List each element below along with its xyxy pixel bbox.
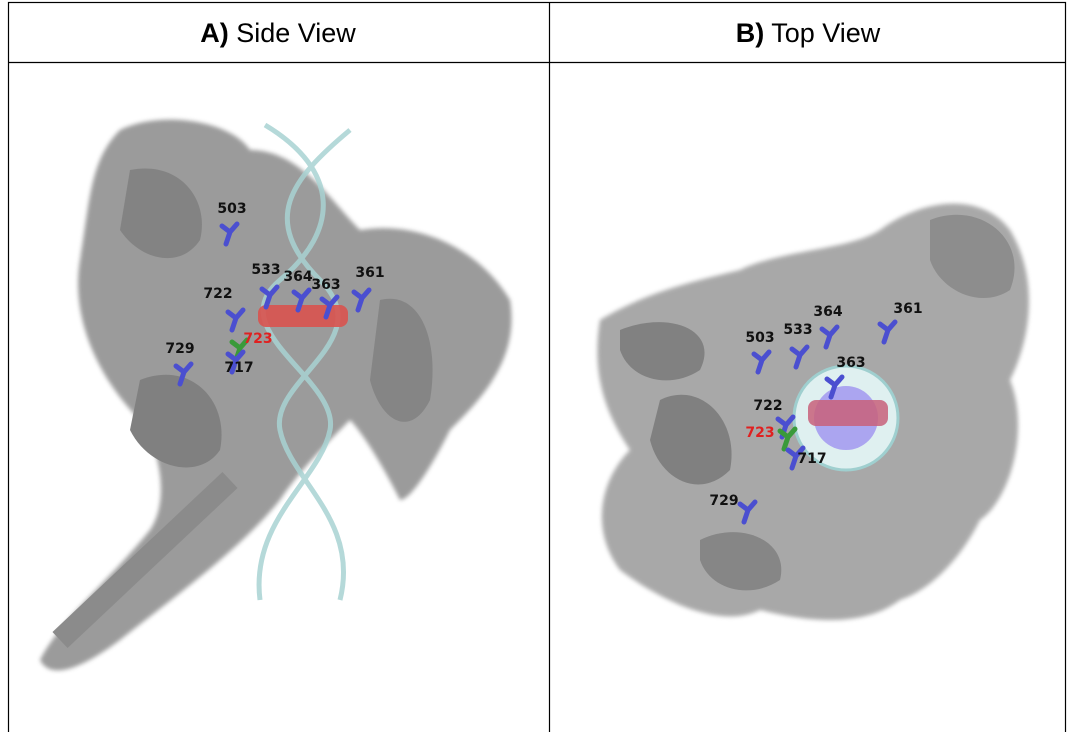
residue-stick (225, 307, 246, 333)
residue-stick (173, 361, 194, 387)
panel-header: B) Top View (736, 18, 881, 48)
residue-label: 363 (311, 277, 340, 293)
residue-stick (737, 499, 758, 525)
panel-letter: B) (736, 18, 765, 48)
residue-label: 717 (224, 360, 253, 376)
residue-label: 729 (165, 341, 194, 357)
panel-title: Side View (236, 18, 356, 48)
table-border (7, 1, 1067, 732)
residue-stick (259, 284, 280, 310)
residue-stick (319, 294, 340, 320)
residue-label: 364 (813, 304, 842, 320)
residue-stick (777, 426, 798, 452)
residue-label: 717 (797, 451, 826, 467)
residue-label: 503 (745, 330, 774, 346)
residue-label: 723 (243, 331, 272, 347)
panel-title: Top View (771, 18, 881, 48)
ligand (808, 400, 888, 426)
residue-stick (819, 324, 840, 350)
residue-label: 363 (836, 355, 865, 371)
residue-stick (291, 287, 312, 313)
residue-label: 364 (283, 269, 312, 285)
residue-stick (225, 349, 246, 375)
residue-label: 722 (203, 286, 232, 302)
protein-side-view (40, 119, 512, 671)
residue-stick (351, 287, 372, 313)
residue-stick (785, 445, 806, 471)
residue-stick (751, 349, 772, 375)
residue-stick (824, 374, 845, 400)
ligand (258, 305, 348, 327)
residue-stick (877, 319, 898, 345)
dna-helix (256, 122, 352, 601)
residue-label: 533 (251, 262, 280, 278)
residue-label: 723 (745, 425, 774, 441)
residue-stick (219, 221, 240, 247)
residue-label: 722 (753, 398, 782, 414)
panel-letter: A) (200, 18, 229, 48)
residue-label: 729 (709, 493, 738, 509)
residue-label: 361 (893, 301, 922, 317)
residue-stick (789, 344, 810, 370)
residue-label: 361 (355, 265, 384, 281)
residue-label: 503 (217, 201, 246, 217)
panel-header: A) Side View (200, 18, 356, 48)
residue-label: 533 (783, 322, 812, 338)
